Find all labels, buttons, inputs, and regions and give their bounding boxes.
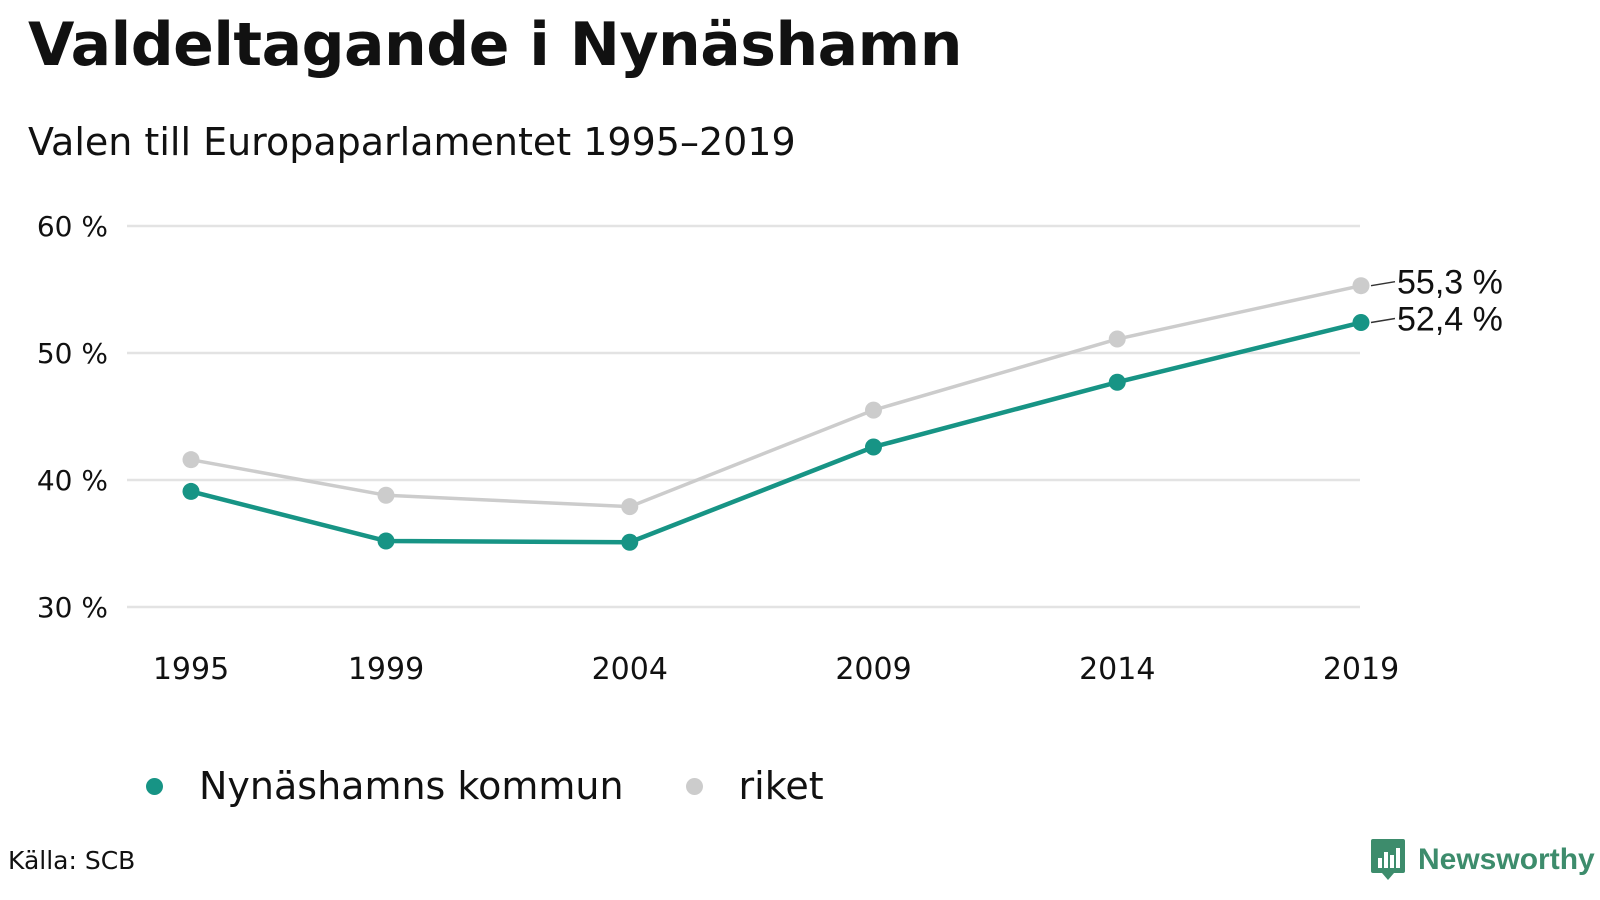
- newsworthy-logo: Newsworthy: [1370, 838, 1595, 882]
- y-tick-label: 30 %: [37, 591, 108, 624]
- x-tick-label: 2004: [592, 652, 668, 687]
- chart-title: Valdeltagande i Nynäshamn: [28, 10, 962, 80]
- data-point-riket: [1108, 330, 1126, 348]
- series-line-nynashamn: [188, 320, 1364, 545]
- x-tick-label: 1995: [153, 652, 229, 687]
- legend-label-nynashamn: Nynäshamns kommun: [199, 764, 624, 808]
- data-point-nynashamn: [621, 533, 639, 551]
- data-point-nynashamn: [865, 438, 882, 456]
- legend-item-riket: riket: [685, 764, 824, 808]
- series-line-riket: [189, 283, 1363, 509]
- data-point-nynashamn: [182, 482, 200, 500]
- chart-subtitle: Valen till Europaparlamentet 1995–2019: [28, 120, 796, 164]
- source-note: Källa: SCB: [8, 846, 136, 875]
- legend-marker-nynashamn: [146, 777, 163, 795]
- brand-name: Newsworthy: [1418, 843, 1595, 876]
- legend-item-nynashamn: Nynäshamns kommun: [146, 764, 624, 808]
- legend: Nynäshamns kommun riket: [146, 764, 886, 808]
- data-point-riket: [865, 401, 882, 419]
- data-point-nynashamn: [377, 532, 395, 550]
- data-point-nynashamn: [1108, 373, 1126, 391]
- x-tick-label: 1999: [348, 652, 424, 687]
- data-point-nynashamn: [1352, 314, 1370, 332]
- data-point-riket: [377, 486, 395, 504]
- y-tick-label: 50 %: [37, 337, 108, 370]
- data-point-riket: [182, 451, 200, 469]
- legend-marker-riket: [685, 777, 703, 795]
- y-tick-label: 60 %: [37, 210, 108, 243]
- data-point-riket: [1352, 277, 1370, 295]
- end-label-nynashamn: 52,4 %: [1397, 301, 1503, 339]
- x-tick-label: 2019: [1323, 652, 1399, 687]
- y-tick-label: 40 %: [37, 464, 108, 497]
- data-point-riket: [621, 498, 639, 516]
- end-label-leader-nynashamn: [1370, 317, 1396, 324]
- legend-label-riket: riket: [738, 764, 824, 808]
- x-tick-label: 2009: [835, 652, 911, 687]
- end-label-riket: 55,3 %: [1397, 264, 1503, 302]
- x-tick-label: 2014: [1079, 652, 1155, 687]
- newsworthy-icon: [1371, 839, 1405, 880]
- end-label-leader-riket: [1370, 280, 1396, 287]
